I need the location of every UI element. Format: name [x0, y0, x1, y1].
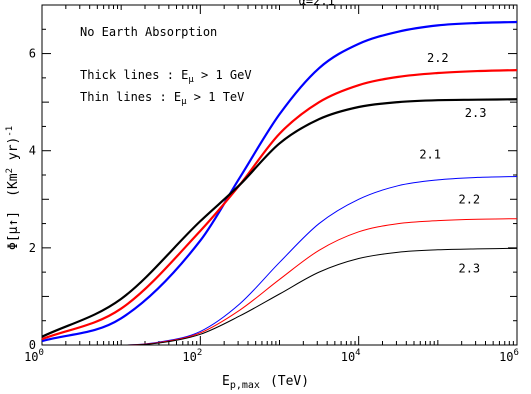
x-axis-label: Ep,max (TeV) [222, 374, 309, 391]
y-tick-label: 6 [29, 47, 36, 61]
annotation-no-earth: No Earth Absorption [80, 25, 217, 39]
series-lines [41, 20, 518, 346]
labels: No Earth Absorption Thick lines : Eμ > 1… [5, 0, 519, 391]
series-label: 2.2 [458, 193, 480, 207]
y-tick-label: 2 [29, 241, 36, 255]
series-line [41, 218, 518, 346]
series-line [41, 68, 518, 341]
series-label: 2.3 [465, 106, 487, 120]
series-line [41, 247, 518, 346]
x-tick-label: 106 [499, 348, 519, 364]
y-tick-label: 0 [29, 338, 36, 352]
series-label: 2.2 [427, 51, 449, 65]
x-tick-label: 104 [341, 348, 361, 364]
axis-ticks [41, 4, 518, 346]
series-line [41, 175, 518, 346]
annotation-thin-lines: Thin lines : Eμ > 1 TeV [80, 90, 244, 107]
series-label: α=2.1 [299, 0, 335, 8]
series-line [41, 98, 518, 338]
x-tick-label: 102 [182, 348, 202, 364]
annotation-thick-lines: Thick lines : Eμ > 1 GeV [80, 68, 252, 85]
x-tick-label: 100 [24, 348, 44, 364]
series-line [41, 20, 518, 343]
y-tick-label: 4 [29, 144, 36, 158]
series-label: 2.3 [458, 261, 480, 275]
series-label: 2.1 [419, 147, 441, 161]
y-axis-label: Φ[μ↑](Km2 yr)-1 [5, 126, 21, 250]
